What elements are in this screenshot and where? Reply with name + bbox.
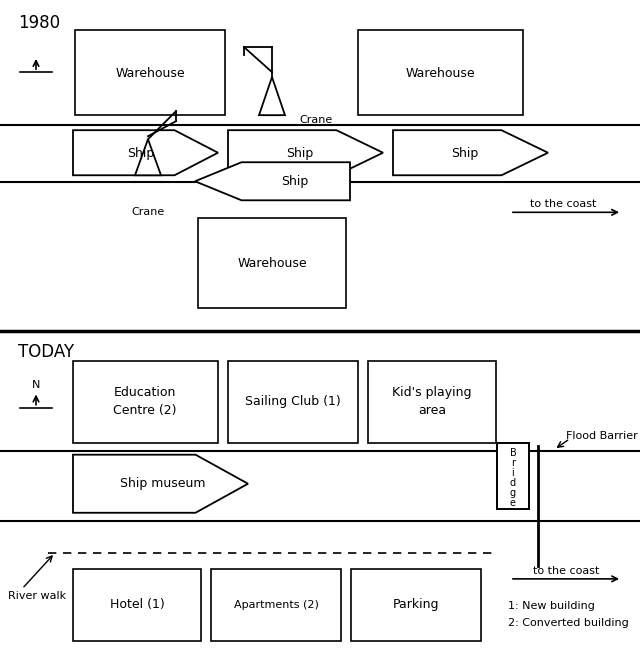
Bar: [368, 360, 496, 443]
Text: 1: New building: 1: New building: [508, 601, 595, 611]
Text: B: B: [509, 447, 516, 457]
Text: Crane: Crane: [131, 208, 164, 217]
Text: N: N: [32, 379, 40, 389]
Text: d: d: [510, 478, 516, 488]
Text: Ship: Ship: [451, 147, 479, 160]
Text: Warehouse: Warehouse: [405, 67, 475, 79]
Text: 1980: 1980: [18, 14, 60, 32]
Text: i: i: [511, 468, 515, 478]
Bar: [228, 360, 358, 443]
Text: Ship: Ship: [286, 147, 314, 160]
Text: River walk: River walk: [8, 591, 66, 601]
Text: Ship museum: Ship museum: [120, 477, 205, 490]
Polygon shape: [259, 77, 285, 115]
Text: Education: Education: [114, 386, 176, 399]
Text: Kid's playing: Kid's playing: [392, 386, 472, 399]
Bar: [73, 569, 201, 641]
Text: e: e: [510, 498, 516, 508]
Text: Warehouse: Warehouse: [115, 67, 185, 79]
Text: g: g: [510, 488, 516, 498]
Polygon shape: [393, 130, 548, 175]
Bar: [351, 569, 481, 641]
Text: Ship: Ship: [127, 147, 155, 160]
Polygon shape: [73, 130, 218, 175]
Text: to the coast: to the coast: [530, 200, 596, 210]
Bar: [198, 218, 346, 309]
Text: Hotel (1): Hotel (1): [109, 598, 164, 611]
Text: Apartments (2): Apartments (2): [234, 600, 319, 610]
Text: Flood Barrier: Flood Barrier: [566, 431, 637, 441]
Polygon shape: [228, 130, 383, 175]
Polygon shape: [135, 139, 161, 175]
Text: r: r: [511, 457, 515, 468]
Text: 2: Converted building: 2: Converted building: [508, 618, 628, 628]
Polygon shape: [195, 162, 350, 200]
Bar: [73, 360, 218, 443]
Polygon shape: [73, 455, 248, 513]
Text: Ship: Ship: [282, 175, 308, 188]
Text: Centre (2): Centre (2): [113, 404, 177, 417]
Text: Sailing Club (1): Sailing Club (1): [245, 395, 341, 408]
Text: area: area: [418, 404, 446, 417]
Text: Crane: Crane: [299, 115, 332, 125]
Bar: [358, 30, 523, 115]
Text: TODAY: TODAY: [18, 342, 74, 360]
Text: to the coast: to the coast: [533, 566, 599, 576]
Text: Parking: Parking: [393, 598, 439, 611]
Bar: [497, 443, 529, 509]
Bar: [211, 569, 341, 641]
Bar: [75, 30, 225, 115]
Text: Warehouse: Warehouse: [237, 257, 307, 270]
